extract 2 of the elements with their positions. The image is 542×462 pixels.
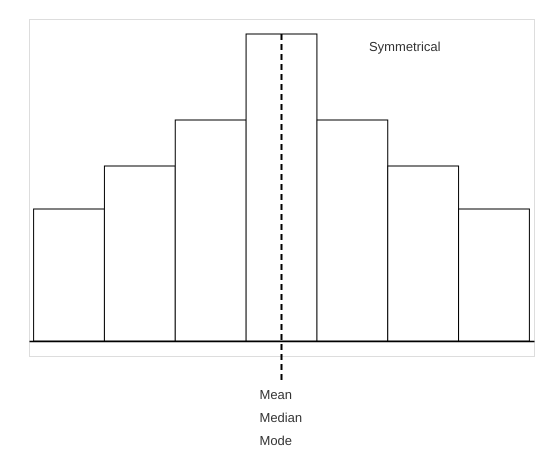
annotation: Symmetrical — [369, 39, 441, 54]
text: Mean Median Mode — [260, 387, 302, 448]
